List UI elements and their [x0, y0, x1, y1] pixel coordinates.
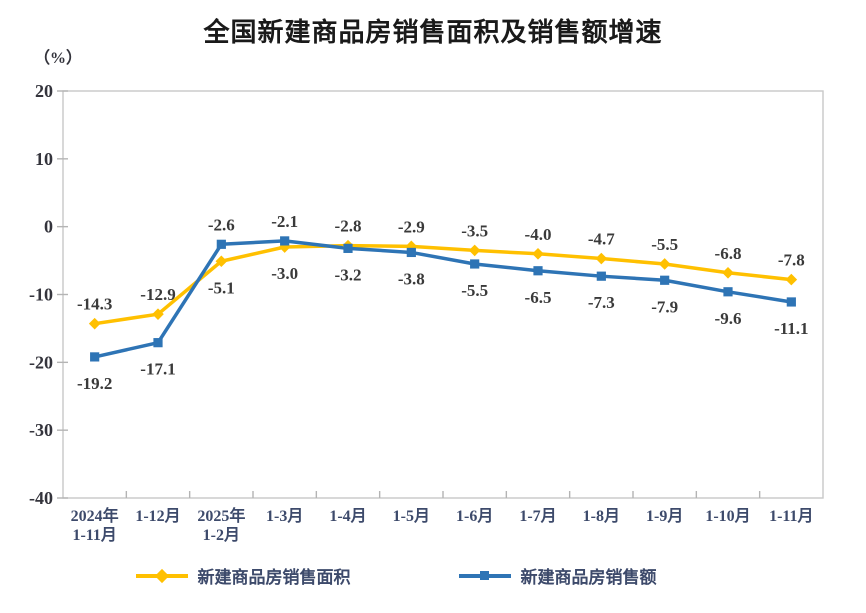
data-value-label: -3.0 — [271, 264, 298, 283]
diamond-marker-icon — [154, 568, 169, 583]
y-axis-tick-label: 20 — [35, 81, 53, 101]
x-axis-category-label: 1-6月 — [456, 507, 493, 525]
data-value-label: -3.8 — [398, 269, 425, 288]
data-value-label: -2.9 — [398, 217, 425, 236]
legend-item-sales-area: 新建商品房销售面积 — [135, 563, 351, 588]
x-axis-category-label: 1-8月 — [583, 507, 620, 525]
x-axis-category-label: 2024年 — [71, 506, 119, 525]
chart-title: 全国新建商品房销售面积及销售额增速 — [203, 17, 663, 47]
legend-label-sales-area: 新建商品房销售面积 — [197, 568, 351, 587]
x-axis-category-label: 1-4月 — [329, 507, 366, 525]
x-axis-category-label: 1-11月 — [72, 526, 116, 544]
data-point-marker-diamond — [215, 255, 228, 268]
data-point-marker-diamond — [658, 258, 671, 270]
data-value-label: -9.6 — [715, 309, 742, 328]
data-point-marker-square — [533, 266, 543, 276]
legend-label-sales-amount: 新建商品房销售额 — [520, 568, 657, 587]
data-point-marker-square — [153, 338, 163, 348]
y-axis-tick-label: -20 — [29, 352, 53, 372]
data-value-label: -6.5 — [525, 288, 552, 307]
data-value-label: -3.5 — [461, 221, 488, 240]
data-point-marker-square — [470, 259, 480, 269]
data-point-marker-diamond — [722, 266, 734, 279]
y-axis-unit-label: （%） — [34, 50, 83, 67]
x-axis-category-label: 1-7月 — [519, 507, 556, 525]
y-axis-tick-label: -30 — [29, 420, 53, 440]
x-axis-category-label: 1-11月 — [769, 507, 813, 525]
y-axis-tick-label: 0 — [44, 217, 53, 237]
series-line-sales-amount — [94, 239, 792, 359]
data-value-label: -2.8 — [335, 217, 362, 236]
x-axis-category-label: 2025年 — [197, 506, 245, 525]
legend-item-sales-amount: 新建商品房销售额 — [458, 563, 657, 588]
data-point-marker-square — [216, 239, 226, 249]
sales-area-line-diamond-swatch-icon — [135, 568, 188, 583]
x-axis-category-label: 1-2月 — [203, 526, 240, 544]
data-point-marker-diamond — [152, 308, 164, 320]
plot-border — [62, 90, 824, 499]
data-point-marker-square — [596, 271, 606, 281]
y-axis-tick-label: 10 — [35, 149, 53, 169]
data-point-marker-diamond — [785, 273, 798, 286]
x-axis-category-label: 1-10月 — [705, 507, 750, 525]
data-point-marker-square — [660, 275, 670, 285]
y-axis-tick-label: -10 — [29, 285, 53, 305]
x-axis-category-label: 1-12月 — [135, 507, 180, 525]
data-point-marker-diamond — [595, 252, 608, 265]
series-line-sales-area — [94, 243, 792, 326]
data-value-label: -11.1 — [774, 319, 808, 338]
data-value-label: -2.6 — [208, 215, 235, 234]
data-value-label: -7.8 — [778, 251, 805, 270]
data-value-label: -14.3 — [77, 295, 112, 314]
chart-legend: 新建商品房销售面积 新建商品房销售额 — [0, 563, 866, 588]
data-value-label: -6.8 — [715, 244, 742, 263]
data-value-label: -7.9 — [651, 297, 678, 316]
data-point-marker-square — [406, 247, 416, 258]
data-value-label: -4.0 — [525, 225, 552, 244]
data-point-marker-diamond — [532, 248, 544, 260]
x-axis-category-label: 1-9月 — [646, 507, 683, 525]
data-value-label: -19.2 — [77, 374, 112, 393]
data-point-marker-square — [343, 243, 353, 253]
data-point-marker-square — [723, 287, 733, 297]
data-point-marker-diamond — [468, 244, 481, 257]
data-point-marker-square — [90, 352, 100, 362]
sales-amount-line-square-swatch-icon — [458, 569, 511, 582]
square-marker-icon — [479, 571, 489, 580]
data-value-label: -3.2 — [335, 265, 362, 284]
data-point-marker-diamond — [405, 240, 418, 253]
y-axis-tick-label: -40 — [29, 488, 53, 508]
x-axis-category-label: 1-3月 — [266, 507, 303, 525]
data-value-label: -5.5 — [651, 235, 678, 254]
x-axis-category-label: 1-5月 — [393, 507, 430, 525]
data-value-label: -12.9 — [140, 285, 175, 304]
data-value-label: -7.3 — [588, 293, 615, 312]
data-value-label: -2.1 — [271, 212, 298, 231]
data-point-marker-square — [786, 297, 796, 307]
data-point-marker-square — [280, 236, 290, 246]
data-point-marker-diamond — [88, 317, 101, 330]
data-value-label: -17.1 — [140, 360, 175, 379]
data-value-label: -5.5 — [461, 281, 488, 300]
data-value-label: -5.1 — [208, 278, 235, 297]
data-value-label: -4.7 — [588, 230, 615, 249]
